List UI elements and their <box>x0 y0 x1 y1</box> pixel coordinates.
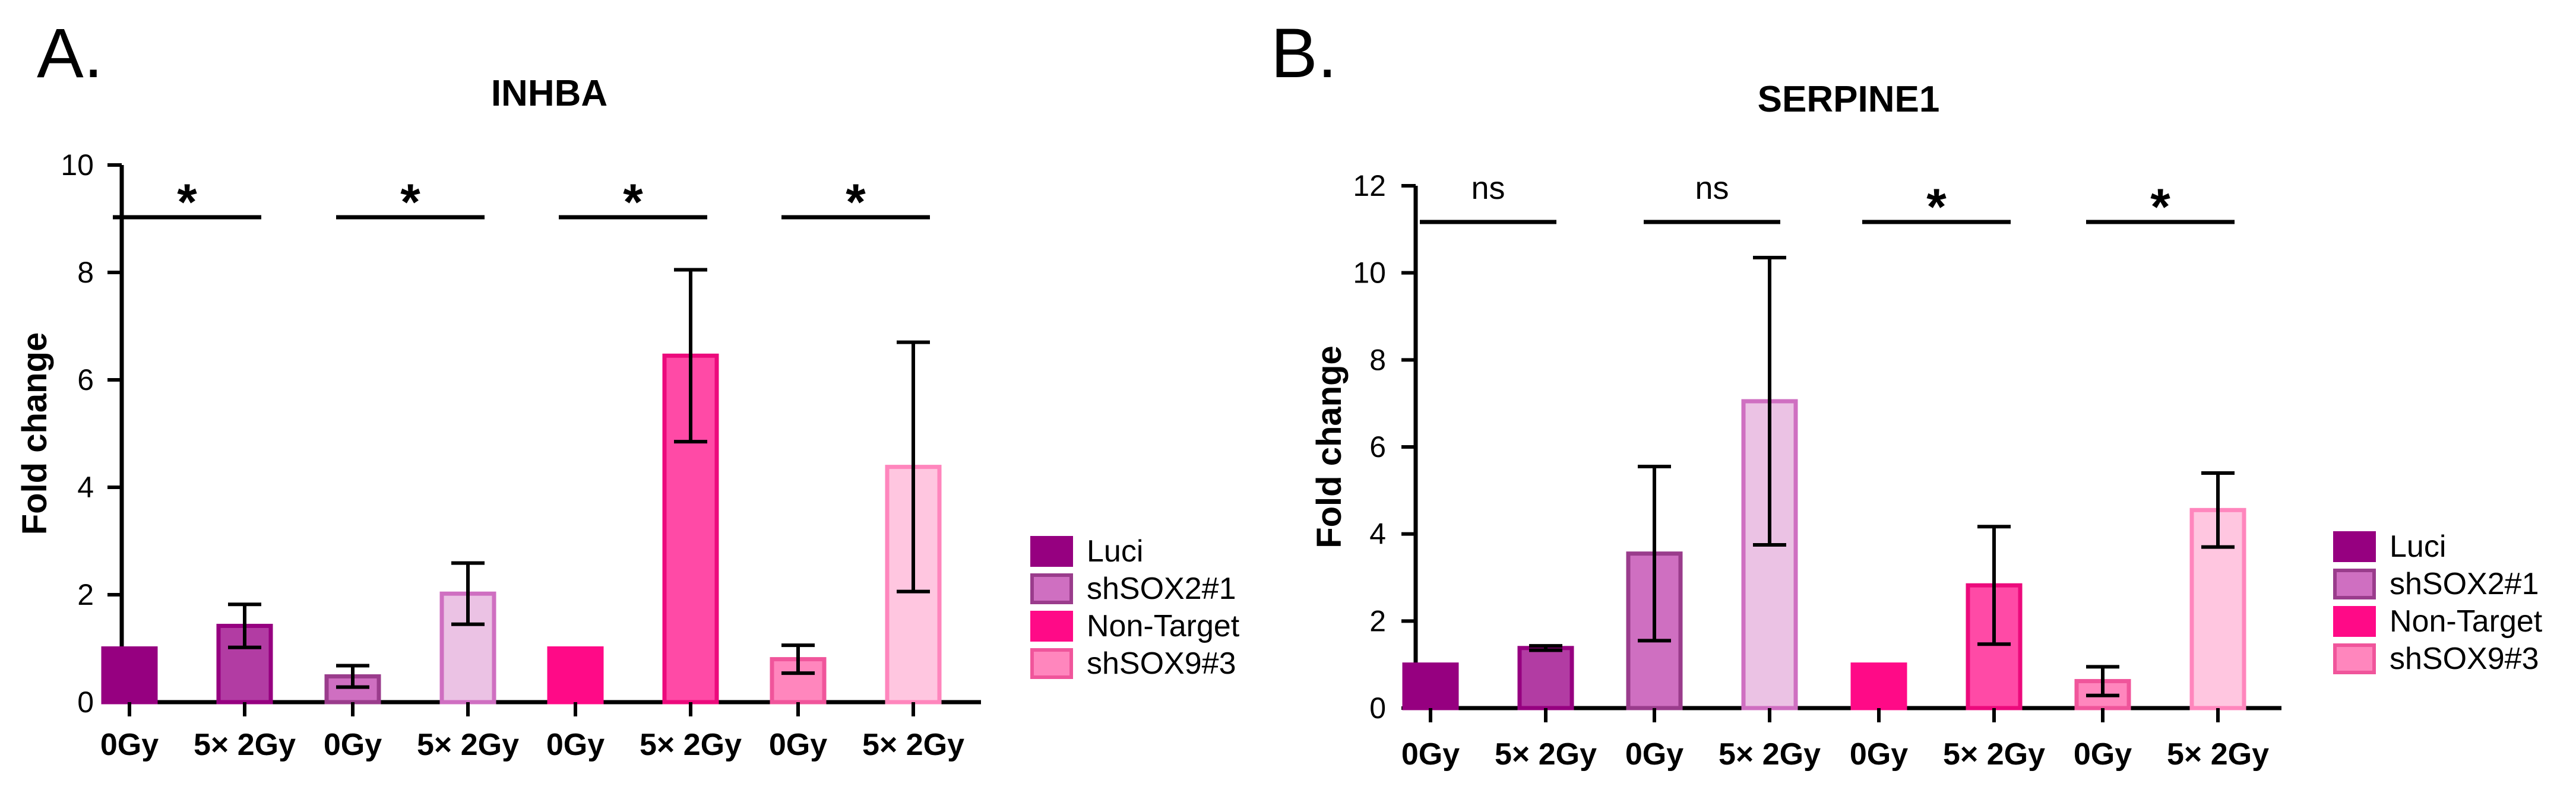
panel-b-ytick-label: 10 <box>1353 256 1386 290</box>
panel-b-bar-nontarget-0gy <box>1850 662 1907 710</box>
panel-b-chart: B. SERPINE1 Fold change 0 2 4 6 8 10 12 0Gy 5× 2Gy n… <box>1271 14 2281 772</box>
panel-b-ylabel: Fold change <box>1310 345 1349 548</box>
panel-b-xtick-label: 0Gy <box>1850 737 1908 772</box>
panel-b-significance-label: ns <box>1695 170 1729 206</box>
panel-a-xtick-label: 0Gy <box>769 728 827 762</box>
panel-b-ytick-label: 4 <box>1369 518 1386 551</box>
panel-b-xtick-label: 0Gy <box>1625 737 1683 772</box>
panel-a-title: INHBA <box>491 73 607 114</box>
panel-b-legend-label: shSOX2#1 <box>2390 567 2539 601</box>
panel-a-ytick-label: 2 <box>77 578 94 611</box>
panel-a-significance-label: * <box>623 174 643 231</box>
panel-b-bar-luci-5x2gy <box>1517 646 1574 710</box>
panel-a-xtick-label: 5× 2Gy <box>194 728 296 762</box>
panel-b-xtick-label: 0Gy <box>2074 737 2132 772</box>
panel-b-xtick-label: 5× 2Gy <box>1943 737 2045 772</box>
panel-b-xtick-label: 0Gy <box>1401 737 1460 772</box>
panel-b-legend-label: Non-Target <box>2390 604 2543 639</box>
panel-b-ytick-label: 6 <box>1369 430 1386 464</box>
panel-a-legend-swatch <box>1030 611 1073 642</box>
panel-a-letter: A. <box>37 14 103 93</box>
panel-b-ytick-label: 0 <box>1369 691 1386 725</box>
panel-b-significance-label: * <box>2150 179 2170 236</box>
panel-b-significance-label: ns <box>1471 170 1505 206</box>
panel-b-legend-swatch <box>2333 643 2376 674</box>
panel-b-legend-swatch <box>2333 531 2376 562</box>
panel-b-xtick-label: 5× 2Gy <box>1719 737 1821 772</box>
panel-a-ylabel: Fold change <box>15 332 54 535</box>
panel-a-xtick-label: 0Gy <box>546 728 605 762</box>
panel-b-legend-swatch <box>2333 569 2376 599</box>
panel-a-xtick-label: 5× 2Gy <box>640 728 742 762</box>
panel-a-chart: A. INHBA Fold change 0 2 4 6 8 10 0Gy 5× 2Gy * 0Gy 5×… <box>15 14 981 762</box>
panel-a-significance-label: * <box>846 174 866 231</box>
panel-a-legend-label: Non-Target <box>1087 609 1240 643</box>
panel-a-legend-swatch <box>1030 573 1073 604</box>
panel-a-bar-luci-0gy <box>101 646 158 705</box>
panel-b-ytick-label: 2 <box>1369 604 1386 637</box>
panel-a-xtick-label: 5× 2Gy <box>862 728 964 762</box>
panel-a-legend-swatch <box>1030 648 1073 679</box>
panel-b-bar-luci-0gy <box>1402 662 1459 710</box>
panel-b-legend-swatch <box>2333 606 2376 637</box>
panel-b-xtick-label: 5× 2Gy <box>2167 737 2269 772</box>
panel-a-bar-nontarget-0gy <box>547 646 604 705</box>
panel-a-legend-label: shSOX9#3 <box>1087 646 1236 681</box>
panel-b-title: SERPINE1 <box>1758 79 1940 120</box>
panel-a-xtick-label: 5× 2Gy <box>417 728 519 762</box>
panel-a-ytick-label: 6 <box>77 363 94 396</box>
panel-b-significance-label: * <box>1926 179 1947 236</box>
panel-a-legend-label: Luci <box>1087 534 1143 569</box>
panel-b-xtick-label: 5× 2Gy <box>1495 737 1597 772</box>
panel-b-legend-label: Luci <box>2390 529 2446 564</box>
panel-a-ytick-label: 4 <box>77 471 94 504</box>
panel-a-significance-label: * <box>177 174 197 231</box>
panel-b-legend-label: shSOX9#3 <box>2390 642 2539 676</box>
panel-a-significance-label: * <box>400 174 420 231</box>
panel-a-legend-label: shSOX2#1 <box>1087 572 1236 606</box>
panel-b-letter: B. <box>1271 14 1337 93</box>
panel-a-legend-swatch <box>1030 536 1073 567</box>
panel-b-ytick-label: 8 <box>1369 343 1386 376</box>
panel-a-ytick-label: 0 <box>77 686 94 719</box>
panel-b-ytick-label: 12 <box>1353 169 1386 202</box>
panel-a-xtick-label: 0Gy <box>324 728 382 762</box>
panel-a-ytick-label: 10 <box>61 148 94 182</box>
panel-a-ytick-label: 8 <box>77 256 94 289</box>
panel-a-xtick-label: 0Gy <box>100 728 159 762</box>
